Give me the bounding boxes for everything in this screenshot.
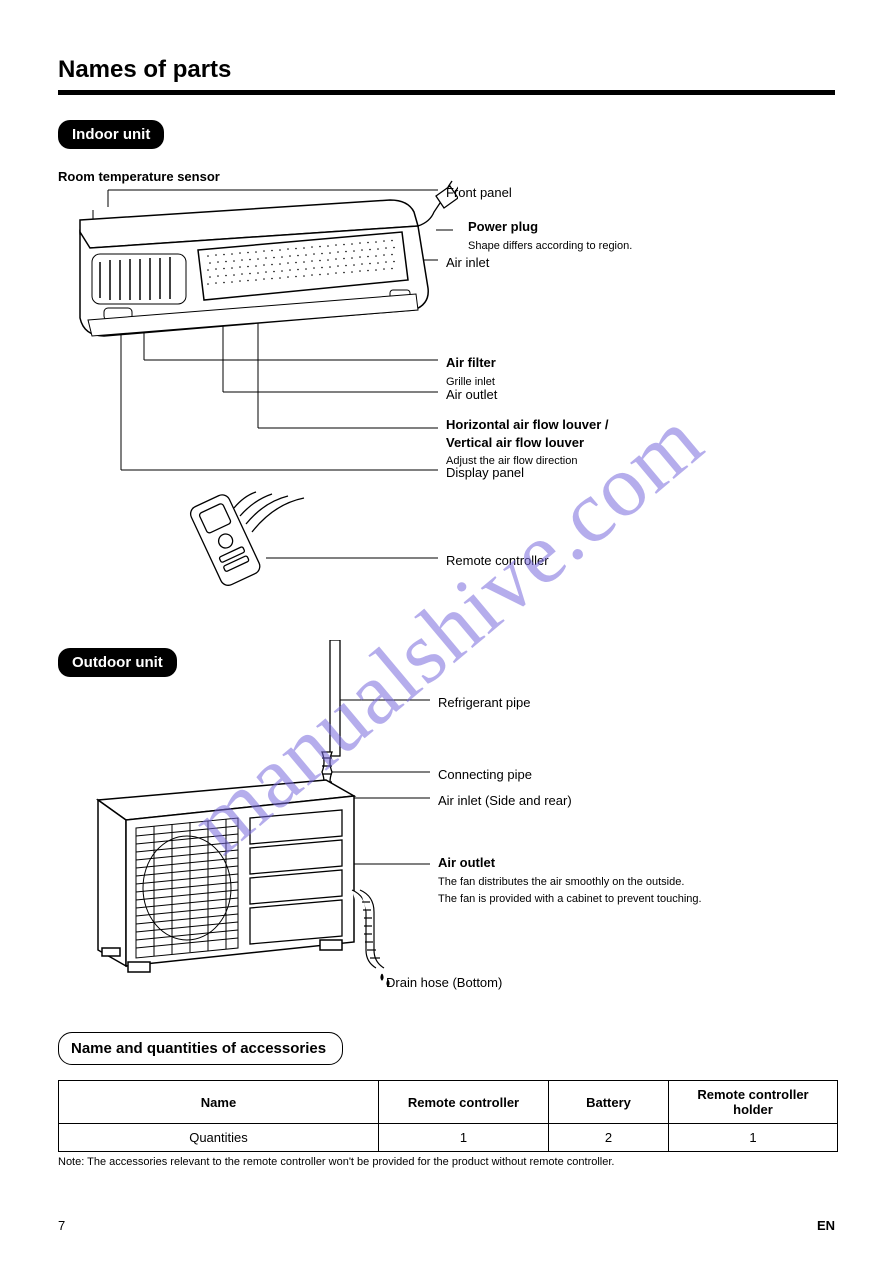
indoor-unit-diagram	[58, 160, 458, 590]
cell-quantities-label: Quantities	[59, 1124, 379, 1152]
cell-qty-remote: 1	[379, 1124, 549, 1152]
label-air-outlet: Air outlet	[446, 386, 497, 404]
label-refrigerant-pipe: Refrigerant pipe	[438, 694, 531, 712]
table-row: Quantities 1 2 1	[59, 1124, 838, 1152]
label-display-panel: Display panel	[446, 464, 524, 482]
accessories-title: Name and quantities of accessories	[58, 1032, 343, 1065]
col-remote: Remote controller	[379, 1081, 549, 1124]
label-power-plug: Power plug	[468, 219, 538, 234]
accessories-table: Name Remote controller Battery Remote co…	[58, 1080, 838, 1152]
col-name: Name	[59, 1081, 379, 1124]
indoor-unit-badge: Indoor unit	[58, 120, 164, 149]
label-power-plug-sub: Shape differs according to region.	[468, 240, 632, 252]
label-outdoor-air-inlet: Air inlet (Side and rear)	[438, 792, 572, 810]
label-outdoor-air-outlet-sub2: The fan is provided with a cabinet to pr…	[438, 893, 702, 905]
label-drain-hose: Drain hose (Bottom)	[386, 974, 502, 992]
label-louver-2: Vertical air flow louver	[446, 435, 584, 450]
label-room-temp-sensor: Room temperature sensor	[58, 169, 220, 184]
horizontal-rule	[58, 90, 835, 95]
label-air-filter: Air filter	[446, 355, 496, 370]
outdoor-unit-diagram	[70, 640, 440, 1010]
cell-qty-holder: 1	[669, 1124, 838, 1152]
label-outdoor-air-outlet-sub1: The fan distributes the air smoothly on …	[438, 876, 684, 888]
page-number-left: 7	[58, 1218, 65, 1233]
label-air-inlet: Air inlet	[446, 254, 489, 272]
page-title: Names of parts	[58, 56, 231, 84]
col-holder: Remote controller holder	[669, 1081, 838, 1124]
col-battery: Battery	[549, 1081, 669, 1124]
label-remote-controller: Remote controller	[446, 552, 549, 570]
label-louver-1: Horizontal air flow louver /	[446, 417, 609, 432]
cell-qty-battery: 2	[549, 1124, 669, 1152]
table-row: Name Remote controller Battery Remote co…	[59, 1081, 838, 1124]
label-connecting-pipe: Connecting pipe	[438, 766, 532, 784]
label-front-panel: Front panel	[446, 184, 512, 202]
label-outdoor-air-outlet: Air outlet	[438, 855, 495, 870]
accessories-note: Note: The accessories relevant to the re…	[58, 1156, 838, 1168]
page-number-right: EN	[817, 1218, 835, 1233]
